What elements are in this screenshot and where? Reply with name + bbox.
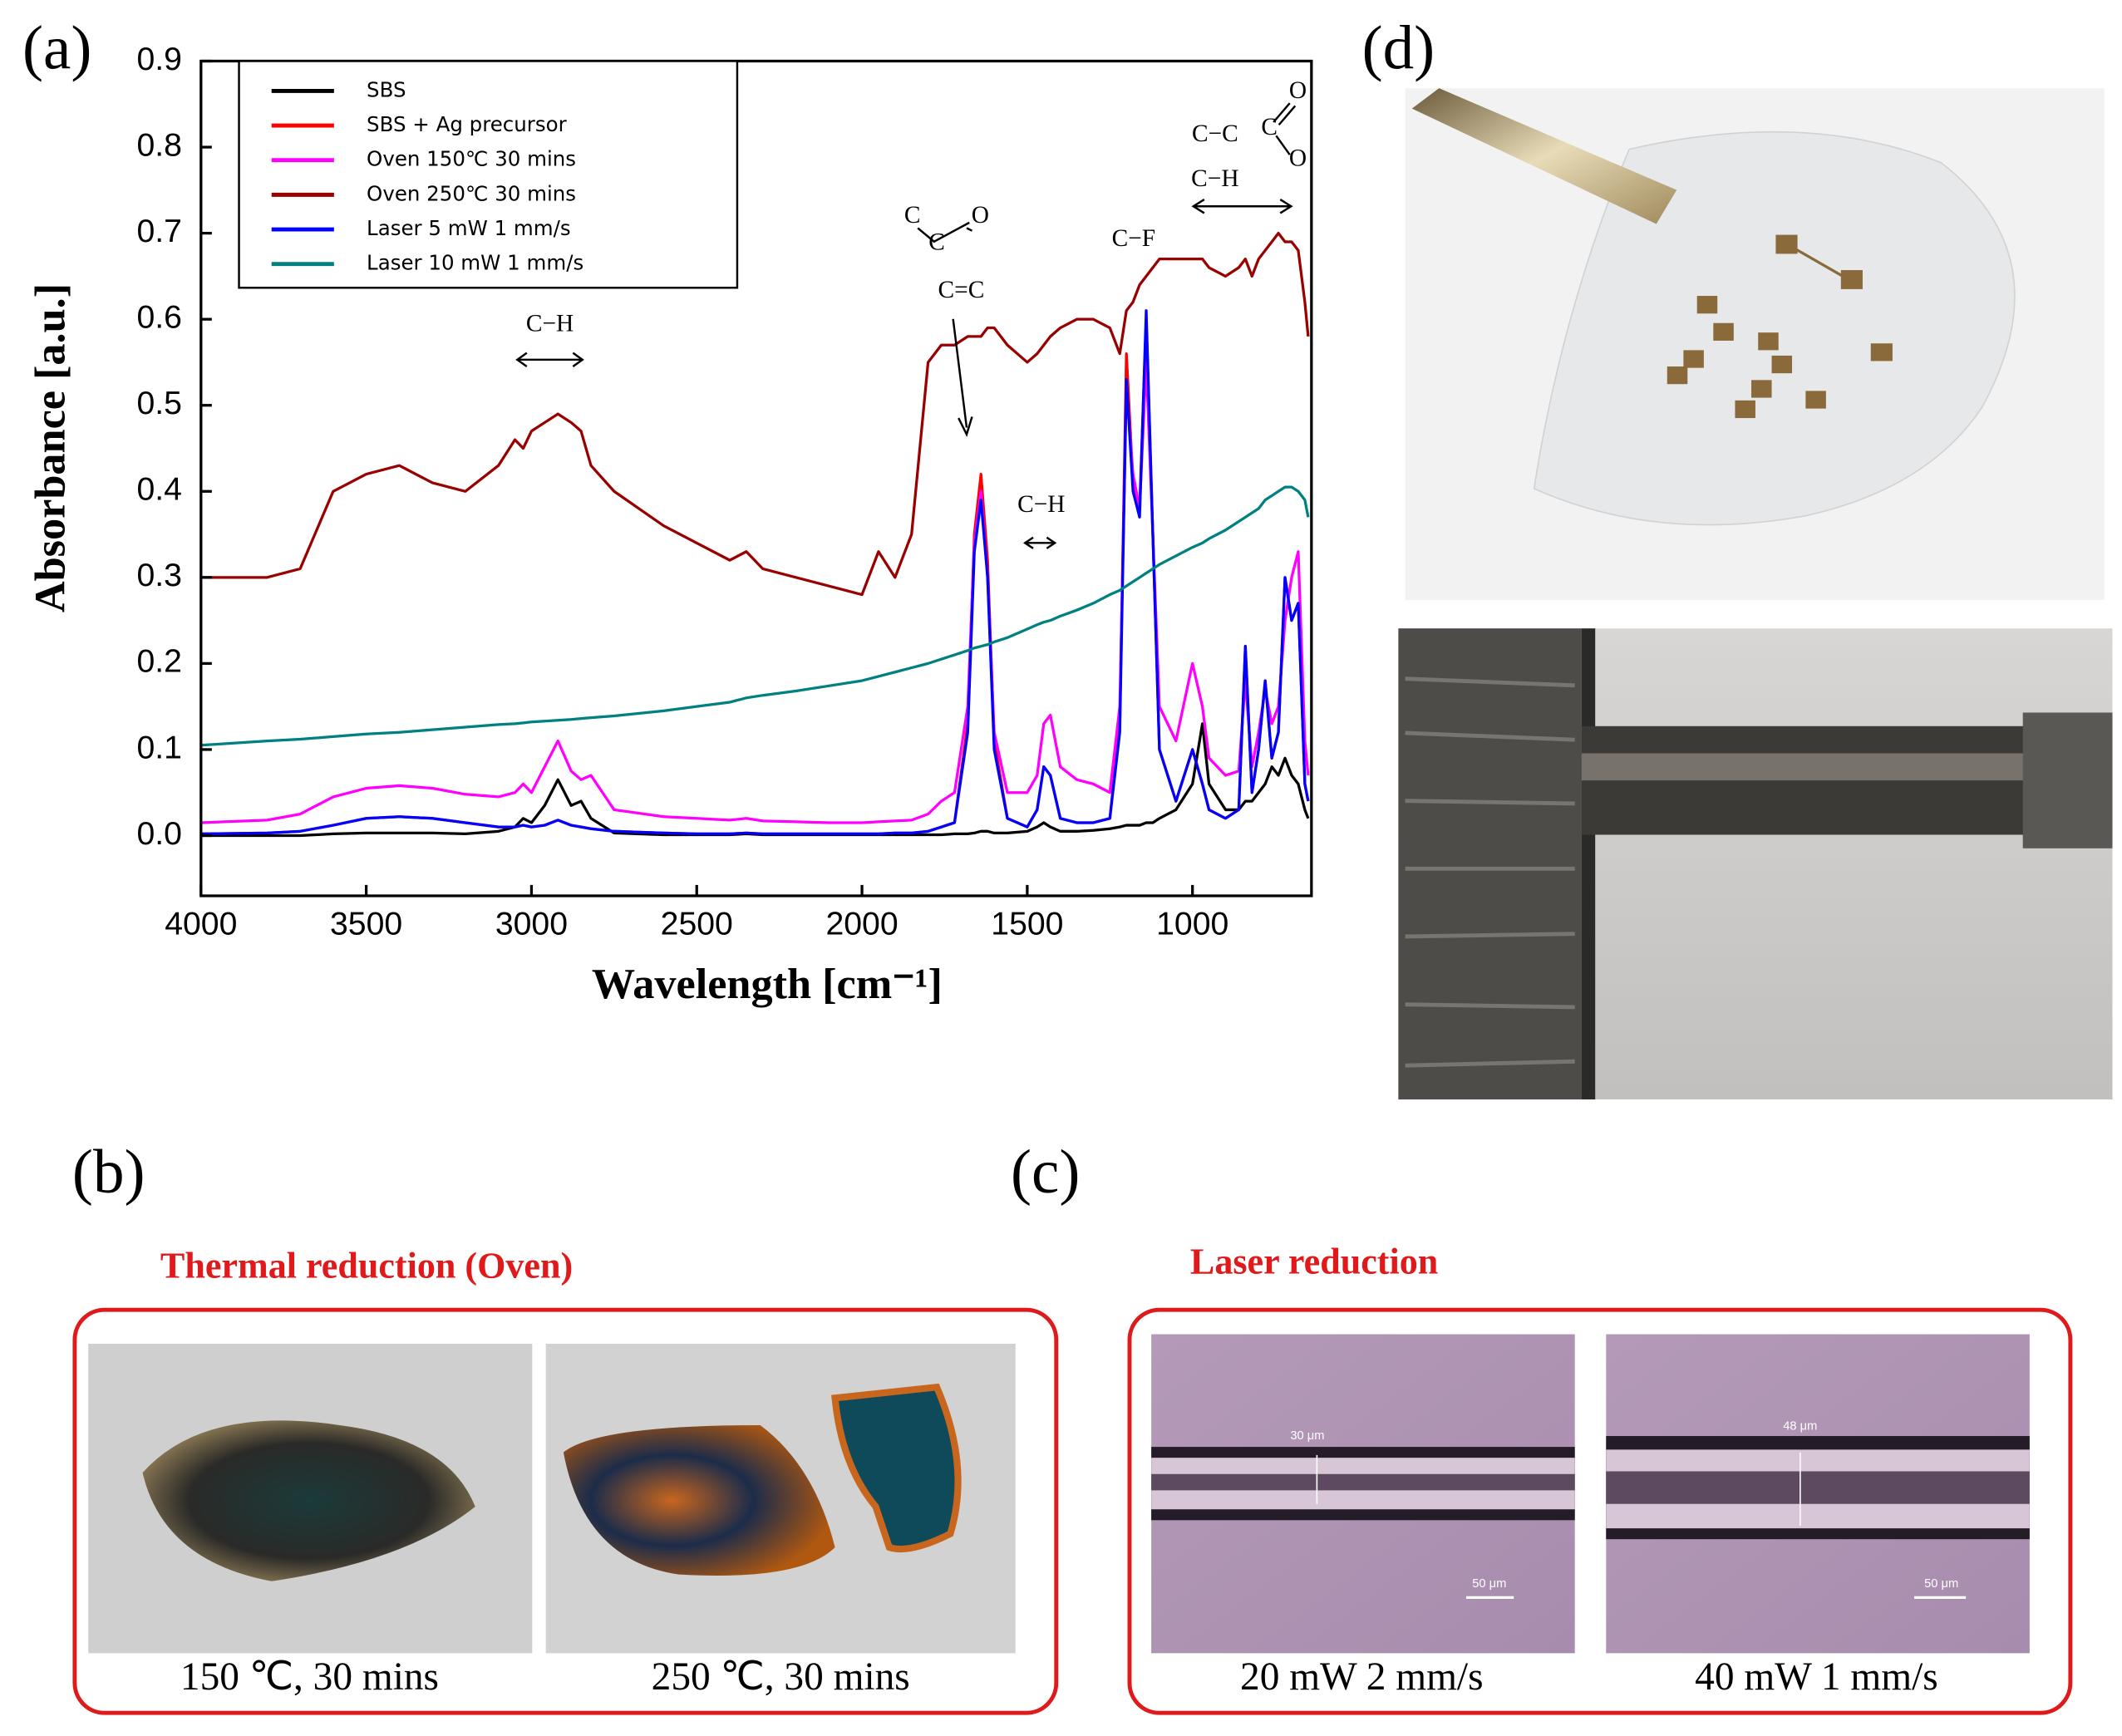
legend-label: Oven 250℃ 30 mins xyxy=(367,181,576,205)
panel-label: (a) xyxy=(22,14,91,83)
caption: 40 mW 1 mm/s xyxy=(1695,1655,1938,1699)
panel-box xyxy=(1127,1307,2073,1715)
series-line xyxy=(200,309,1310,836)
y-tick-label: 0.6 xyxy=(136,300,181,336)
x-tick-label: 1000 xyxy=(1156,906,1228,942)
panel-label: (d) xyxy=(1362,14,1435,83)
legend-label: Laser 5 mW 1 mm/s xyxy=(367,216,571,240)
y-tick-label: 0.3 xyxy=(136,558,181,593)
y-axis-label: Absorbance [a.u.] xyxy=(26,283,74,612)
y-tick-label: 0.0 xyxy=(136,816,181,852)
annotation: O xyxy=(1289,77,1307,104)
y-tick-label: 0.4 xyxy=(136,472,181,508)
arrow-head xyxy=(958,416,973,437)
photo-laser-20 xyxy=(1151,1334,1575,1654)
plot-frame xyxy=(199,59,1313,898)
bond xyxy=(1273,102,1297,155)
scale-label: 48 μm xyxy=(1783,1419,1817,1433)
panel-title: Laser reduction xyxy=(1190,1241,1438,1281)
annotation: O xyxy=(972,202,989,229)
scale-label: 50 μm xyxy=(1472,1577,1506,1591)
panel-box xyxy=(72,1307,1059,1715)
annotation: C xyxy=(904,202,921,229)
bond xyxy=(917,221,973,243)
annotations xyxy=(515,102,1297,549)
photo-microscope xyxy=(1398,628,2113,1099)
legend-label: Laser 10 mW 1 mm/s xyxy=(367,251,583,275)
caption: 20 mW 2 mm/s xyxy=(1240,1655,1484,1699)
panel-label: (c) xyxy=(1011,1138,1080,1207)
panel-label: (b) xyxy=(72,1138,145,1207)
legend-box xyxy=(238,60,739,289)
annotation: O xyxy=(1289,145,1307,171)
annotation: C xyxy=(1261,114,1278,140)
annotation: C−C xyxy=(1192,120,1238,147)
annotation: C−H xyxy=(1017,491,1065,518)
y-tick-label: 0.8 xyxy=(136,127,181,163)
x-tick-label: 2000 xyxy=(825,906,898,942)
caption: 250 ℃, 30 mins xyxy=(652,1655,910,1699)
y-tick-label: 0.1 xyxy=(136,730,181,765)
legend-label: Oven 150℃ 30 mins xyxy=(367,147,576,171)
y-tick-label: 0.5 xyxy=(136,386,181,421)
y-tick-label: 0.2 xyxy=(136,644,181,680)
x-tick-label: 1500 xyxy=(991,906,1063,942)
plot-area: 4000 3500 3000 2500 2000 1500 1000 0.0 0.1 0.2 0.3… xyxy=(136,42,1313,942)
scale-label: 50 μm xyxy=(1924,1577,1958,1591)
series-line xyxy=(200,231,1310,597)
legend-label: SBS xyxy=(367,77,406,101)
annotation: C−F xyxy=(1112,225,1156,252)
x-tick-label: 2500 xyxy=(661,906,733,942)
annotation: C−H xyxy=(1191,165,1238,192)
series-line xyxy=(200,722,1310,838)
photo-oven-250 xyxy=(545,1343,1016,1654)
y-tick-label: 0.7 xyxy=(136,214,181,249)
series-line xyxy=(200,485,1310,747)
x-axis-label: Wavelength [cm⁻¹] xyxy=(592,960,943,1008)
panel-title: Thermal reduction (Oven) xyxy=(160,1245,573,1286)
annotation: C=C xyxy=(938,277,985,303)
arrow xyxy=(952,318,968,428)
caption: 150 ℃, 30 mins xyxy=(180,1655,439,1699)
scale-label: 30 μm xyxy=(1290,1429,1324,1443)
annotation: C xyxy=(928,229,945,256)
x-tick-label: 3500 xyxy=(330,906,402,942)
photo-sample xyxy=(1405,88,2105,600)
photo-laser-40 xyxy=(1606,1334,2030,1654)
annotation: C−H xyxy=(526,311,574,337)
x-tick-label: 4000 xyxy=(165,906,237,942)
y-tick-label: 0.9 xyxy=(136,42,181,77)
photo-oven-150 xyxy=(88,1343,533,1654)
arrow-head xyxy=(1191,199,1293,214)
legend-label: SBS + Ag precursor xyxy=(367,112,568,136)
x-tick-label: 3000 xyxy=(495,906,568,942)
arrow-head xyxy=(1023,536,1057,549)
arrow-head xyxy=(515,352,584,367)
